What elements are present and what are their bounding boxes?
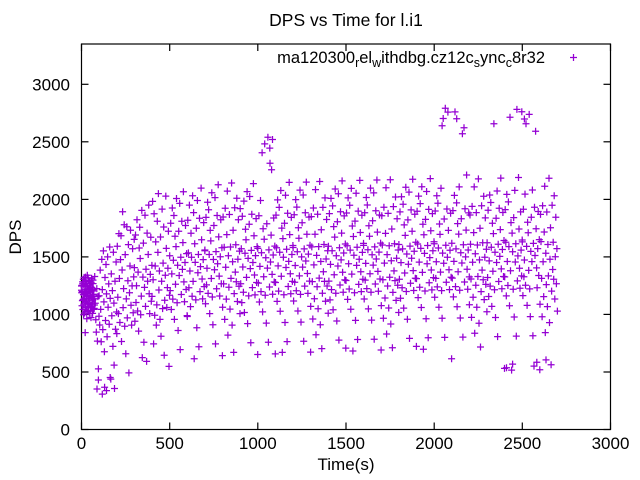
x-tick-label: 3000 xyxy=(592,434,630,453)
x-tick-label: 1000 xyxy=(239,434,277,453)
x-tick-label: 500 xyxy=(156,434,184,453)
x-tick-label: 2000 xyxy=(415,434,453,453)
x-tick-label: 1500 xyxy=(327,434,365,453)
x-axis-label: Time(s) xyxy=(318,455,375,474)
x-tick-label: 2500 xyxy=(503,434,541,453)
scatter-points xyxy=(78,104,561,398)
chart-title: DPS vs Time for l.i1 xyxy=(269,10,423,30)
y-tick-label: 1500 xyxy=(32,248,70,267)
axis-ticks: 0 500 1000 1500 2000 2500 3000 0 500 1000 1500 2000… xyxy=(32,44,629,453)
x-tick-label: 0 xyxy=(77,434,86,453)
legend: ma120300relwithdbg.cz12csyncc8r32 xyxy=(277,49,577,70)
y-tick-label: 2000 xyxy=(32,190,70,209)
y-tick-label: 2500 xyxy=(32,133,70,152)
y-tick-label: 3000 xyxy=(32,75,70,94)
y-axis-label: DPS xyxy=(6,220,25,255)
y-tick-label: 1000 xyxy=(32,305,70,324)
y-tick-label: 500 xyxy=(42,363,70,382)
y-tick-label: 0 xyxy=(61,421,70,440)
legend-plus-marker-icon xyxy=(570,54,577,61)
legend-series-label: ma120300relwithdbg.cz12csyncc8r32 xyxy=(277,49,545,70)
